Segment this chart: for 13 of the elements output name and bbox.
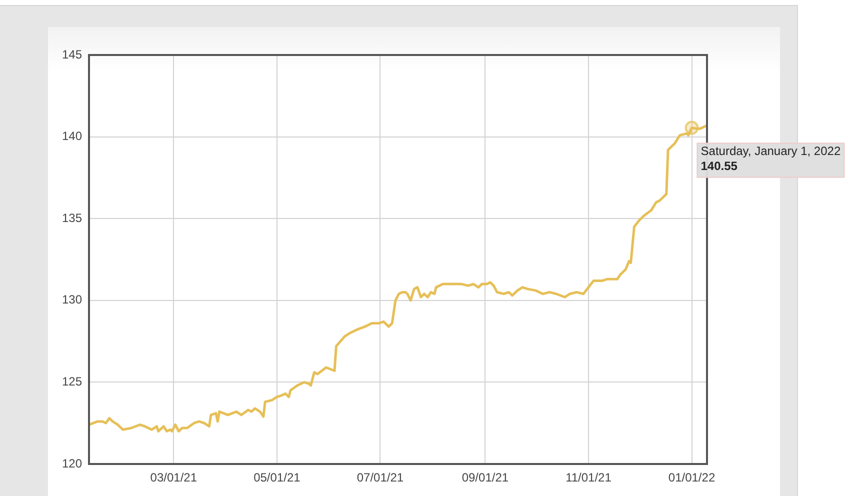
annotation: Saturday, January 1, 2022 140.55 — [700, 144, 841, 174]
y-tick-label: 125 — [62, 374, 82, 389]
x-tick-label: 11/01/21 — [566, 470, 612, 485]
x-tick-label: 05/01/21 — [254, 470, 301, 485]
x-tick-label: 07/01/21 — [356, 470, 404, 485]
y-tick-label: 135 — [62, 210, 82, 225]
x-tick-label: 09/01/21 — [462, 470, 509, 485]
y-tick-label: 140 — [62, 129, 82, 144]
y-tick-label: 120 — [62, 456, 82, 470]
y-tick-label: 130 — [62, 292, 82, 307]
x-tick-label: 03/01/21 — [150, 470, 198, 485]
y-tick-label: 145 — [62, 47, 82, 62]
x-tick-label: 01/01/22 — [668, 470, 716, 485]
